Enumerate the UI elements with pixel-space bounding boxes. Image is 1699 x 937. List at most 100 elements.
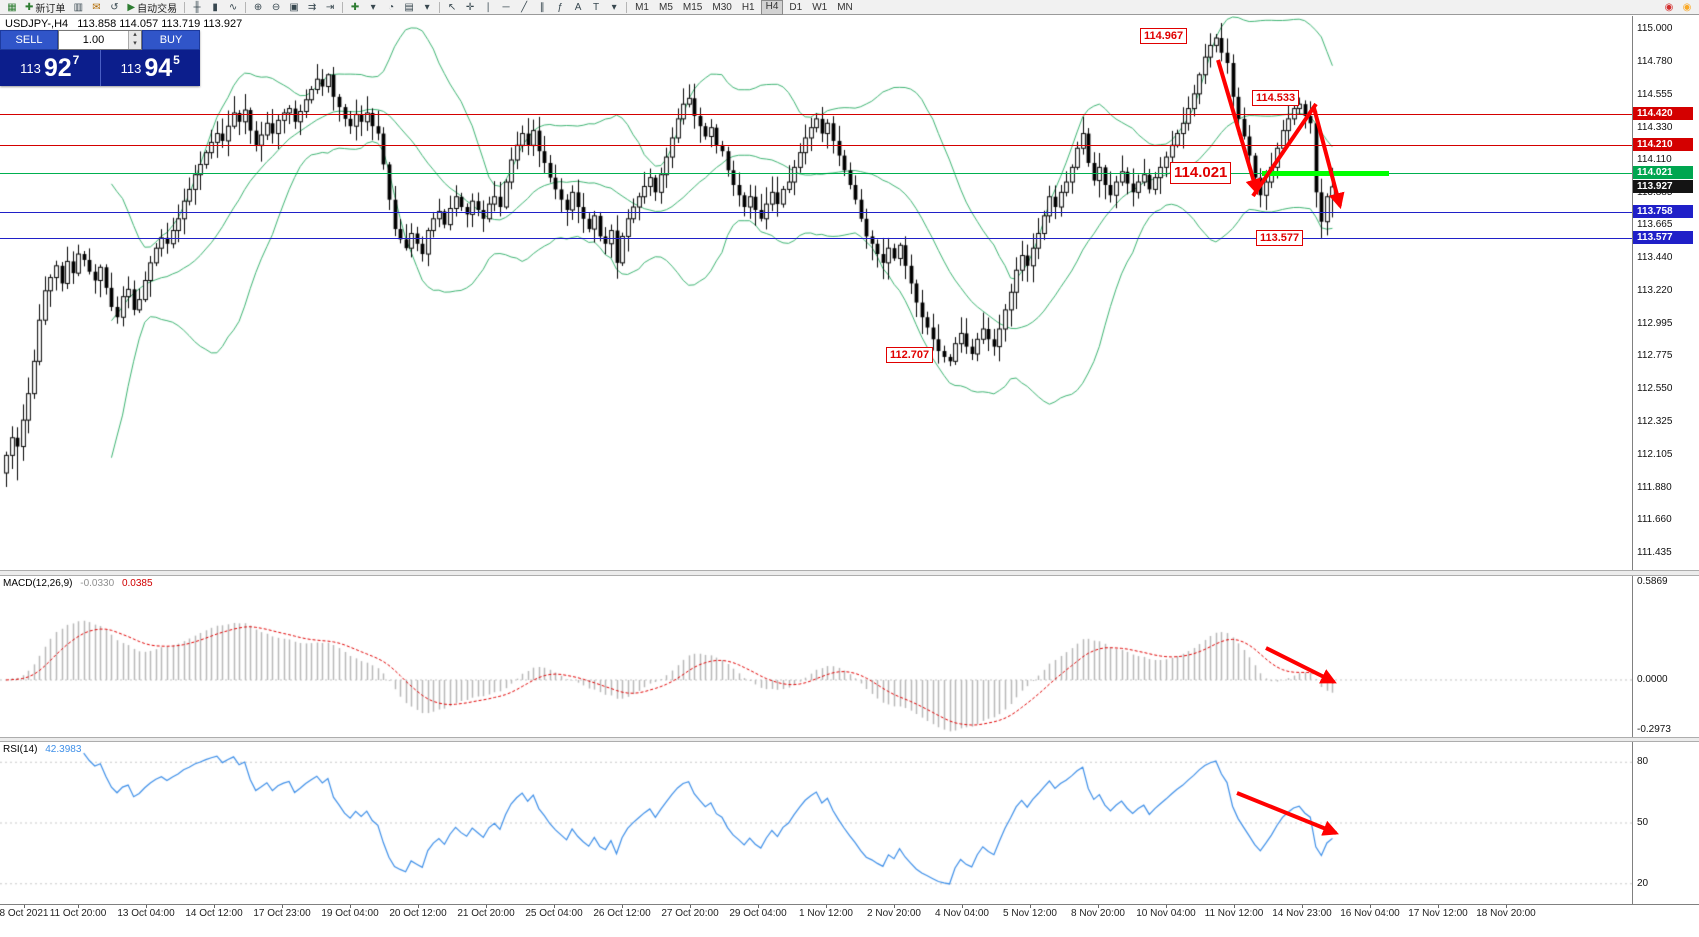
timeframe-h4-button[interactable]: H4 [760,0,784,15]
price-tag-113.927: 113.927 [1633,179,1693,193]
indicators-list-icon[interactable]: ▾ [370,1,376,13]
volume-input[interactable] [59,31,128,49]
time-tick [486,904,487,908]
chart-ohlc-values: 113.858 114.057 113.719 113.927 [77,18,243,30]
price-tag-114.021: 114.021 [1633,166,1693,180]
price-tick: 114.110 [1637,154,1672,165]
text-icon[interactable]: A [574,1,582,13]
price-annotation-114.967[interactable]: 114.967 [1140,28,1188,44]
time-tick [1370,904,1371,908]
time-label: 13 Oct 04:00 [117,908,175,919]
price-annotation-114.533[interactable]: 114.533 [1252,90,1300,106]
fibonacci-icon[interactable]: ƒ [557,1,563,13]
price-tag-114.210: 114.210 [1633,138,1693,152]
zoom-out-icon[interactable]: ⊖ [271,1,281,13]
new-chart-icon[interactable]: ▦ [7,1,17,13]
zoom-in-icon[interactable]: ⊕ [253,1,263,13]
toolbar: ▦ ✚ 新订单 ▥ ✉ ↺ ▶ 自动交易 ╫ ▮ ∿ ⊕ ⊖ ▣ ⇉ ⇥ ✚ ▾ ◔ ▤ ▾ ↖ ✛ ∣ ─ ╱ ∥ ƒ A T ▾ M1 M5… [0,0,1699,15]
macd-main-value: -0.0330 [80,578,115,589]
macd-tick: 0.5869 [1637,575,1668,587]
time-tick [690,904,691,908]
price-annotation-113.577[interactable]: 113.577 [1256,230,1304,246]
hline-114.210[interactable] [0,145,1632,146]
time-tick [758,904,759,908]
time-label: 8 Nov 20:00 [1071,908,1125,919]
price-tick: 112.325 [1637,416,1673,428]
timeframe-d1-button[interactable]: D1 [789,1,803,13]
label-icon[interactable]: T [593,1,600,13]
macd-pane-splitter[interactable] [0,570,1699,576]
new-order-button[interactable]: ✚ 新订单 [21,1,69,15]
macd-chart-canvas[interactable] [0,576,1632,737]
time-tick [1506,904,1507,908]
timeframe-m1-button[interactable]: M1 [635,1,649,13]
time-tick [894,904,895,908]
time-axis-line [0,904,1699,905]
auto-scroll-icon[interactable]: ⇉ [307,1,317,13]
macd-tick: -0.2973 [1637,723,1671,735]
crosshair-icon[interactable]: ✛ [465,1,475,13]
chart-shift-icon[interactable]: ⇥ [325,1,335,13]
rsi-tick: 80 [1637,756,1649,768]
undo-icon[interactable]: ↺ [110,1,119,13]
sell-price-sup: 7 [72,53,80,67]
community-icon[interactable]: ◉ [1664,1,1674,13]
hline-114.420[interactable] [0,114,1632,115]
channel-icon[interactable]: ∥ [539,1,545,13]
timeframe-h1-button[interactable]: H1 [741,1,755,13]
price-annotation-112.707[interactable]: 112.707 [886,347,934,363]
cursor-icon[interactable]: ↖ [447,1,457,13]
sell-button[interactable]: SELL [0,30,58,50]
notification-icon[interactable]: ◉ [1682,1,1692,13]
indicators-icon[interactable]: ✚ [350,1,360,13]
timeframe-m5-button[interactable]: M5 [659,1,673,13]
timeframe-w1-button[interactable]: W1 [812,1,828,13]
time-tick [350,904,351,908]
time-label: 18 Nov 20:00 [1476,908,1536,919]
bar-chart-icon[interactable]: ╫ [193,1,201,13]
trendline-icon[interactable]: ╱ [521,1,528,13]
arrows-dropdown-icon[interactable]: ▾ [611,1,617,13]
new-order-icon: ✚ [25,1,34,13]
toolbar-separator [184,1,186,13]
profiles-icon[interactable]: ▥ [73,1,84,13]
templates-icon[interactable]: ▤ [404,1,414,13]
time-tick [418,904,419,908]
buy-price[interactable]: 113 94 5 [99,50,201,86]
time-tick [1234,904,1235,908]
mail-icon[interactable]: ✉ [92,1,101,13]
time-tick [1098,904,1099,908]
vertical-line-icon[interactable]: ∣ [485,1,491,13]
volume-decrease-button[interactable]: ▾ [129,40,141,49]
time-tick [1302,904,1303,908]
periods-list-icon[interactable]: ◔ [388,1,395,13]
time-label: 27 Oct 20:00 [661,908,719,919]
sell-price[interactable]: 113 92 7 [0,50,100,86]
hline-114.021[interactable] [0,173,1632,174]
volume-increase-button[interactable]: ▴ [129,31,141,40]
buy-button[interactable]: BUY [142,30,200,50]
macd-tick: 0.0000 [1637,673,1668,685]
price-annotation-114.021[interactable]: 114.021 [1170,162,1232,184]
candlestick-chart-icon[interactable]: ▮ [212,1,218,13]
support-zone-segment[interactable] [1262,171,1389,177]
autotrade-button[interactable]: ▶ 自动交易 [123,1,181,15]
timeframe-mn-button[interactable]: MN [837,1,853,13]
price-chart-canvas[interactable] [0,16,1632,570]
horizontal-line-icon[interactable]: ─ [502,1,510,13]
hline-113.758[interactable] [0,212,1632,213]
rsi-pane-splitter[interactable] [0,737,1699,742]
tile-windows-icon[interactable]: ▣ [289,1,299,13]
timeframe-m15-button[interactable]: M15 [682,1,703,13]
price-axis-separator [1632,16,1633,904]
rsi-chart-canvas[interactable] [0,742,1632,904]
line-chart-icon[interactable]: ∿ [228,1,238,13]
time-tick [282,904,283,908]
price-tag-114.420: 114.420 [1633,107,1693,121]
timeframe-m30-button[interactable]: M30 [712,1,732,13]
toolbar-separator [626,1,628,13]
sell-price-big: 92 [43,54,72,82]
hline-113.577[interactable] [0,238,1632,239]
templates-dropdown-icon[interactable]: ▾ [424,1,430,13]
time-label: 16 Nov 04:00 [1340,908,1400,919]
